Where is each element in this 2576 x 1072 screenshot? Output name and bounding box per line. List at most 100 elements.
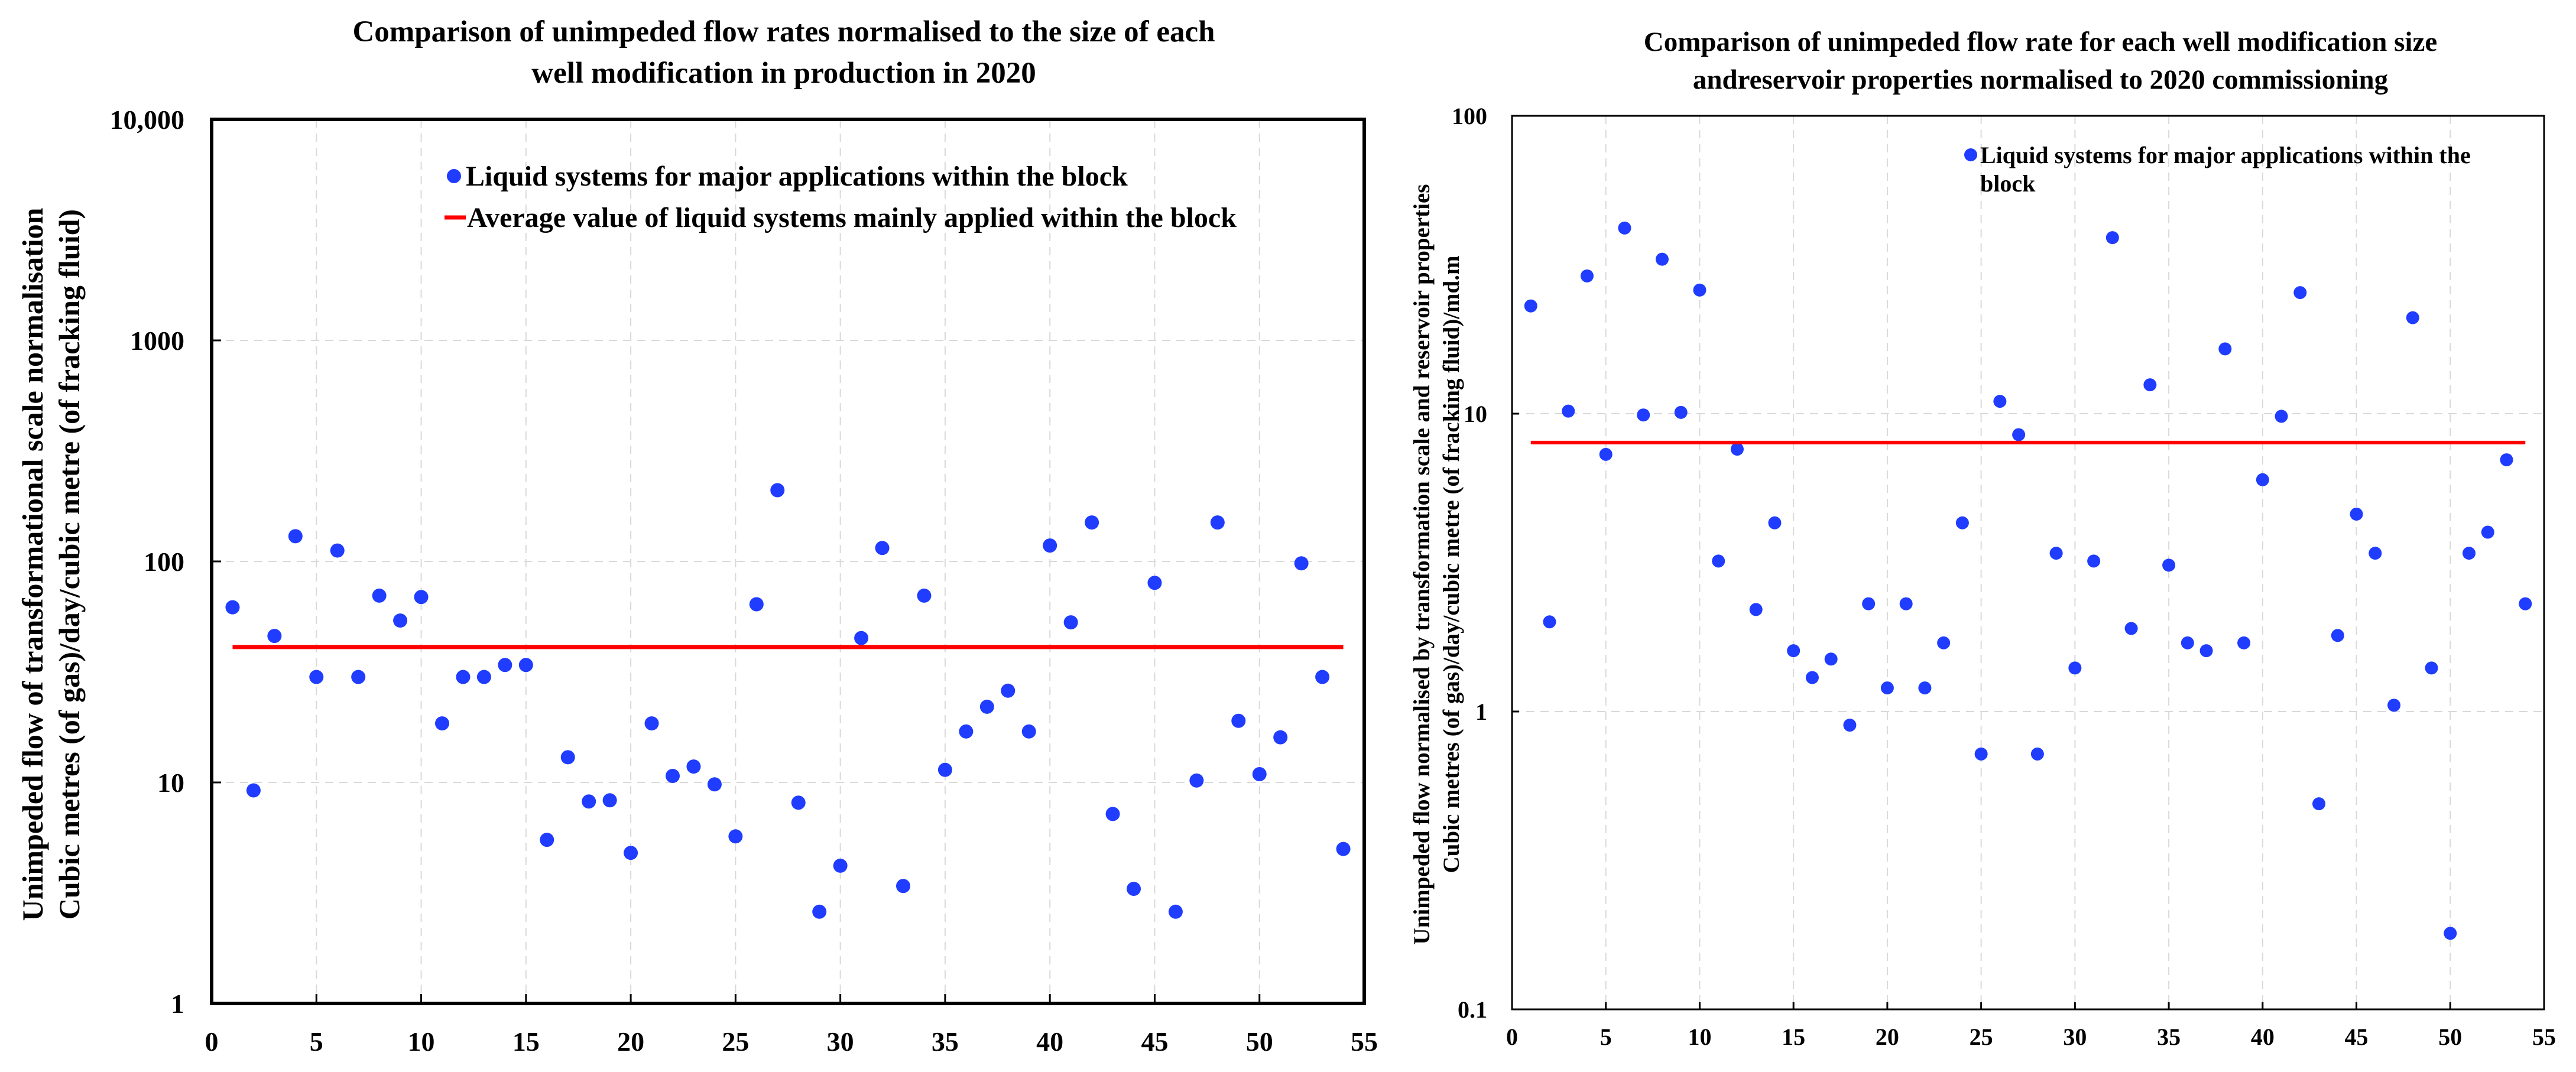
left-data-point xyxy=(1210,515,1225,530)
right-data-point xyxy=(2049,547,2063,560)
left-data-point xyxy=(309,670,324,684)
left-y-tick-label: 100 xyxy=(144,547,184,577)
right-x-tick-label: 10 xyxy=(1688,1024,1711,1050)
right-data-point xyxy=(2105,231,2119,245)
left-data-point xyxy=(267,629,282,644)
left-x-tick-label: 15 xyxy=(512,1026,540,1057)
left-chart-y-label-line-1: Unimpeded flow of transformational scale… xyxy=(16,207,49,921)
right-x-tick-label: 45 xyxy=(2345,1024,2369,1050)
right-data-point xyxy=(2350,507,2363,521)
left-data-point xyxy=(225,600,240,615)
left-data-point xyxy=(1001,683,1016,698)
left-chart: Comparison of unimpeded flow rates norma… xyxy=(16,15,1378,1057)
right-chart-y-label-line-2: Cubic metres (of gas)/day/cubic metre (o… xyxy=(1439,256,1464,873)
right-data-point xyxy=(2087,554,2101,568)
right-data-point xyxy=(1693,283,1706,297)
left-x-tick-label: 40 xyxy=(1036,1026,1063,1057)
left-data-point xyxy=(666,769,680,784)
right-chart-y-axis-label: Unimpeded flow normalised by transformat… xyxy=(1409,184,1464,945)
left-x-tick-label: 20 xyxy=(617,1026,644,1057)
right-data-point xyxy=(1749,603,1763,616)
right-x-tick-label: 0 xyxy=(1506,1024,1518,1050)
left-chart-title-line-1: Comparison of unimpeded flow rates norma… xyxy=(352,15,1215,48)
right-legend-points-label-line-1: Liquid systems for major applications wi… xyxy=(1980,142,2471,168)
left-y-tick-label: 10,000 xyxy=(110,105,185,135)
right-data-point xyxy=(1543,615,1556,629)
right-data-point xyxy=(1674,405,1688,419)
left-x-tick-label: 5 xyxy=(310,1026,323,1057)
right-chart-axes xyxy=(1511,115,2545,1011)
right-data-point xyxy=(2256,473,2269,486)
left-data-point xyxy=(540,833,554,847)
right-data-point xyxy=(1787,644,1800,658)
left-data-point xyxy=(1021,724,1036,739)
left-data-point xyxy=(644,716,659,731)
left-x-tick-label: 0 xyxy=(205,1026,219,1057)
left-chart-x-ticks: 0 5 10 15 20 25 30 35 40 45 50 55 xyxy=(205,994,1378,1057)
left-data-point xyxy=(812,904,827,919)
left-chart-legend: Liquid systems for major applications wi… xyxy=(445,161,1237,233)
left-x-tick-label: 50 xyxy=(1246,1026,1273,1057)
left-data-point xyxy=(1252,767,1267,782)
left-data-point xyxy=(979,699,994,714)
left-legend-points-label: Liquid systems for major applications wi… xyxy=(466,161,1128,192)
left-data-point xyxy=(686,759,701,774)
right-data-point xyxy=(1580,269,1594,282)
left-y-tick-label: 1000 xyxy=(130,326,184,356)
right-data-point xyxy=(1637,408,1650,422)
right-data-point xyxy=(2218,342,2232,356)
right-x-tick-label: 40 xyxy=(2251,1024,2275,1050)
left-x-tick-label: 30 xyxy=(827,1026,854,1057)
left-data-point xyxy=(246,783,261,798)
left-x-tick-label: 55 xyxy=(1351,1026,1378,1057)
right-data-point xyxy=(2387,699,2401,712)
right-data-point xyxy=(2068,661,2082,675)
left-data-point xyxy=(937,762,952,777)
left-x-tick-label: 35 xyxy=(932,1026,959,1057)
right-data-point xyxy=(2275,410,2288,423)
left-legend-average-label: Average value of liquid systems mainly a… xyxy=(467,202,1237,233)
left-data-point xyxy=(582,794,596,809)
right-data-point xyxy=(2237,636,2251,649)
right-chart-title-line-2: andreservoir properties normalised to 20… xyxy=(1693,64,2389,95)
right-data-point xyxy=(2463,547,2476,560)
right-data-point xyxy=(2425,661,2438,675)
left-data-point xyxy=(330,543,345,558)
left-chart-gridlines xyxy=(212,119,1364,1003)
right-data-point xyxy=(2143,378,2157,392)
right-data-point xyxy=(2369,547,2382,560)
left-data-point xyxy=(414,590,429,605)
right-data-point xyxy=(1899,597,1913,610)
left-data-point xyxy=(833,858,848,873)
right-data-point xyxy=(1730,443,1744,456)
right-y-tick-label: 1 xyxy=(1475,699,1487,725)
right-chart-plot-frame xyxy=(1511,115,2545,1011)
left-data-point xyxy=(707,777,722,792)
right-data-point xyxy=(2406,311,2419,324)
right-data-point xyxy=(1768,516,1782,529)
right-data-point xyxy=(1618,221,1631,235)
right-chart: Comparison of unimpeded flow rate for ea… xyxy=(1409,27,2556,1050)
right-data-point xyxy=(2312,797,2326,811)
right-data-point xyxy=(2331,629,2344,642)
right-chart-gridlines xyxy=(1512,116,2544,1009)
right-data-point xyxy=(2481,525,2494,539)
right-legend-points-label-line-2: block xyxy=(1980,170,2036,197)
left-data-point xyxy=(854,631,869,645)
left-data-point xyxy=(917,588,932,603)
right-legend-point-marker xyxy=(1964,148,1977,161)
right-x-tick-label: 30 xyxy=(2063,1024,2087,1050)
left-data-point xyxy=(1168,904,1183,919)
left-data-point xyxy=(1085,515,1099,530)
left-x-tick-label: 25 xyxy=(722,1026,749,1057)
right-y-tick-label: 100 xyxy=(1452,103,1487,129)
left-data-point xyxy=(518,658,533,673)
right-data-point xyxy=(1862,597,1876,610)
left-data-point xyxy=(393,613,408,628)
right-data-point xyxy=(2199,644,2213,658)
right-data-point xyxy=(1805,671,1819,684)
left-data-point xyxy=(749,597,764,612)
right-data-point xyxy=(1937,636,1951,649)
left-data-point xyxy=(435,716,449,731)
left-data-point xyxy=(288,529,303,544)
